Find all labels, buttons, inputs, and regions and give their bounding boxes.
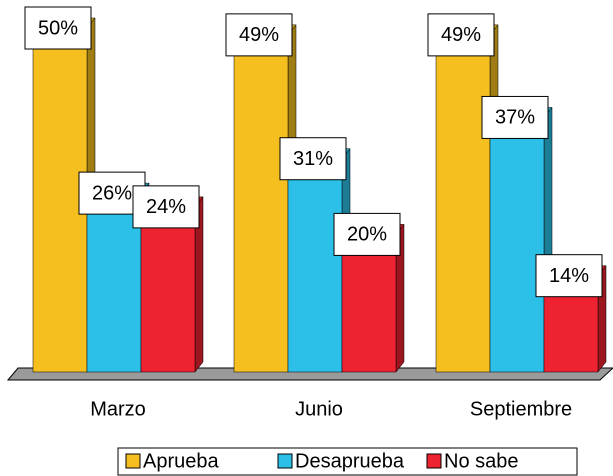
value-label-box xyxy=(132,185,200,229)
x-tick-label: Marzo xyxy=(90,398,146,420)
value-label-box xyxy=(225,13,293,57)
value-label-box xyxy=(535,254,603,298)
legend-label: Desaprueba xyxy=(295,450,405,472)
value-label: 50% xyxy=(38,17,78,39)
legend-swatch xyxy=(125,453,141,469)
value-label-box xyxy=(279,137,347,181)
value-label: 31% xyxy=(293,148,333,170)
value-label: 49% xyxy=(239,24,279,46)
bar xyxy=(140,206,196,373)
value-label: 24% xyxy=(146,196,186,218)
legend-label: No sabe xyxy=(444,450,519,472)
bar xyxy=(435,34,491,373)
value-label-box xyxy=(333,212,401,256)
x-tick-label: Septiembre xyxy=(470,398,572,420)
bar xyxy=(341,234,397,373)
bar xyxy=(32,27,88,373)
legend-label: Aprueba xyxy=(143,450,219,472)
value-label: 20% xyxy=(347,224,387,246)
value-label-box xyxy=(481,95,549,139)
bar xyxy=(233,34,289,373)
value-label: 14% xyxy=(549,265,589,287)
legend-swatch xyxy=(277,453,293,469)
value-label-box xyxy=(427,13,495,57)
value-label: 37% xyxy=(495,107,535,129)
legend-swatch xyxy=(426,453,442,469)
bar xyxy=(287,158,343,373)
value-label: 49% xyxy=(441,24,481,46)
legend-box xyxy=(117,447,578,476)
value-label: 26% xyxy=(92,182,132,204)
bar xyxy=(86,192,142,373)
bar xyxy=(489,117,545,373)
value-label-box xyxy=(24,6,92,50)
x-tick-label: Junio xyxy=(295,398,343,420)
